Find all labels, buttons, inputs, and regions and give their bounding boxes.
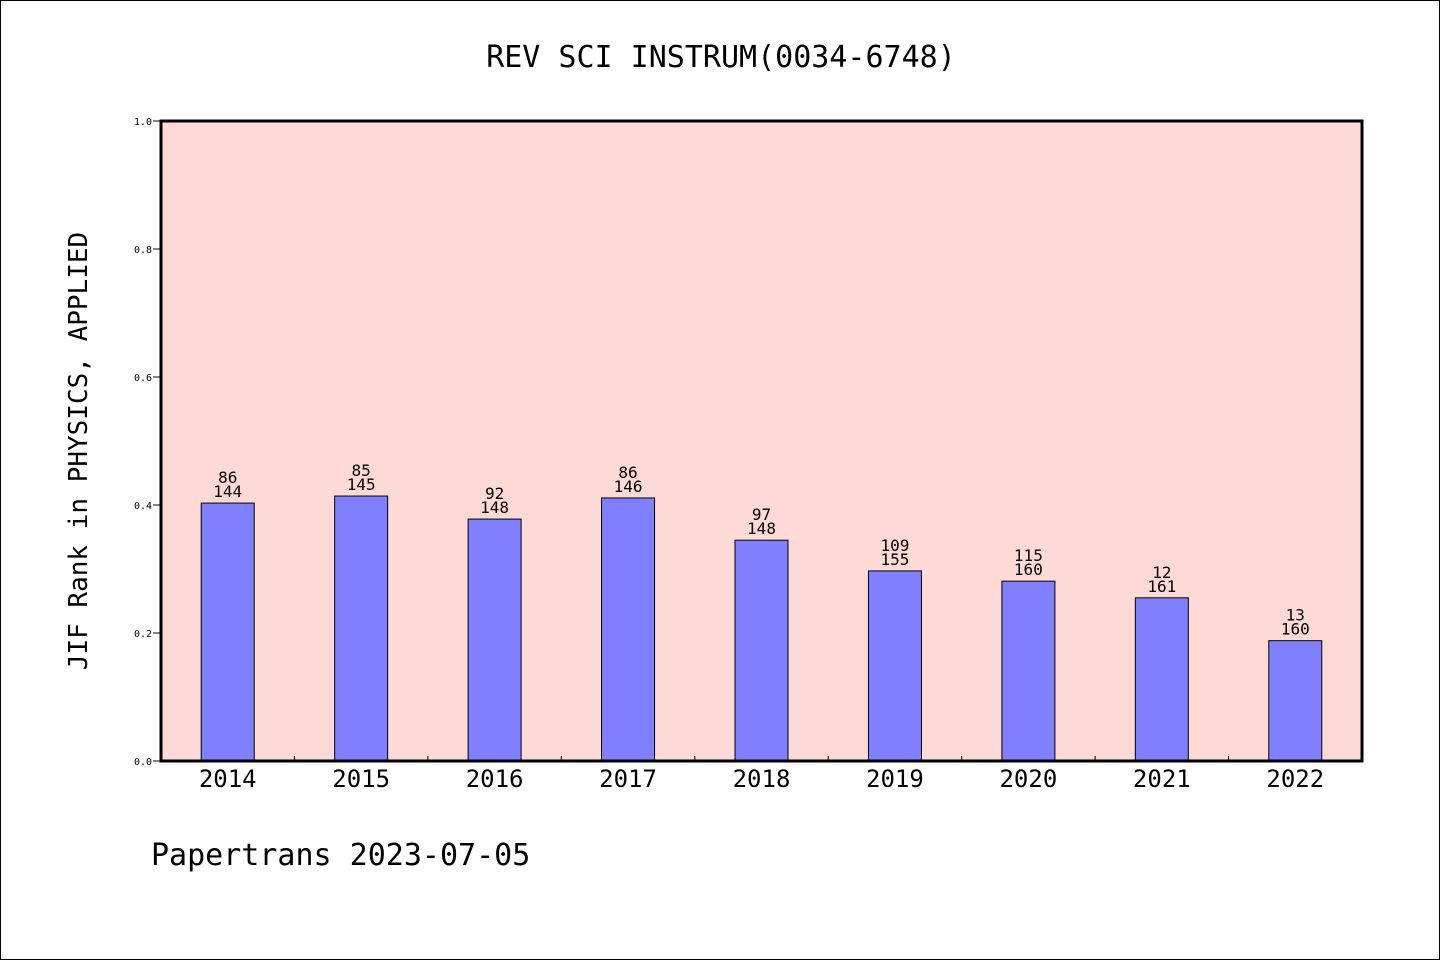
- x-tick-label: 2016: [466, 765, 524, 793]
- bar-total-label: 145: [347, 475, 376, 494]
- bar-rank-label: 13: [1286, 606, 1305, 625]
- chart-title: REV SCI INSTRUM(0034-6748): [486, 40, 956, 75]
- bar-rank-label: 86: [218, 468, 237, 487]
- bar: [601, 497, 656, 762]
- bar-rank-label: 12: [1152, 563, 1171, 582]
- bar: [467, 518, 522, 762]
- bar-rank-label: 92: [485, 484, 504, 503]
- bar-rank-label: 115: [1014, 546, 1043, 565]
- bar-rank-label: 97: [752, 505, 771, 524]
- bar-total-label: 161: [1147, 577, 1176, 596]
- bar-total-label: 160: [1014, 560, 1043, 579]
- y-tick-label: 0.4: [134, 501, 152, 512]
- bar-rank-label: 109: [880, 536, 909, 555]
- bar: [734, 539, 789, 762]
- bar: [1001, 580, 1056, 762]
- bar-total-label: 160: [1281, 620, 1310, 639]
- y-tick-label: 1.0: [134, 117, 152, 128]
- bar-total-label: 146: [614, 477, 643, 496]
- x-tick-label: 2015: [332, 765, 390, 793]
- bar: [1134, 597, 1189, 762]
- bar-total-label: 155: [880, 550, 909, 569]
- bar-total-label: 144: [213, 482, 242, 501]
- bar-total-label: 148: [480, 498, 509, 517]
- y-tick-label: 0.0: [134, 757, 152, 768]
- x-axis-ticks: 2014 2015 2016 2017 2018 2019 2020 2021 2022: [199, 756, 1324, 793]
- x-tick-label: 2014: [199, 765, 257, 793]
- y-axis-ticks: 0.0 0.2 0.4 0.6 0.8 1.0: [134, 117, 161, 768]
- y-tick-label: 0.6: [134, 373, 152, 384]
- bar: [867, 570, 922, 762]
- bar: [1268, 640, 1323, 762]
- footer-text: Papertrans 2023-07-05: [151, 838, 530, 873]
- plot-border: [159, 119, 1364, 763]
- bar: [200, 502, 255, 762]
- x-tick-label: 2020: [999, 765, 1057, 793]
- y-tick-label: 0.8: [134, 245, 152, 256]
- y-axis-label: JIF Rank in PHYSICS, APPLIED: [64, 232, 94, 670]
- x-tick-label: 2022: [1266, 765, 1324, 793]
- x-tick-label: 2018: [733, 765, 791, 793]
- bar-rank-label: 86: [618, 463, 637, 482]
- bar-rank-label: 85: [352, 461, 371, 480]
- x-tick-label: 2019: [866, 765, 924, 793]
- bar-total-label: 148: [747, 519, 776, 538]
- bar: [334, 495, 389, 762]
- x-tick-label: 2021: [1133, 765, 1191, 793]
- x-tick-label: 2017: [599, 765, 657, 793]
- y-tick-label: 0.2: [134, 629, 152, 640]
